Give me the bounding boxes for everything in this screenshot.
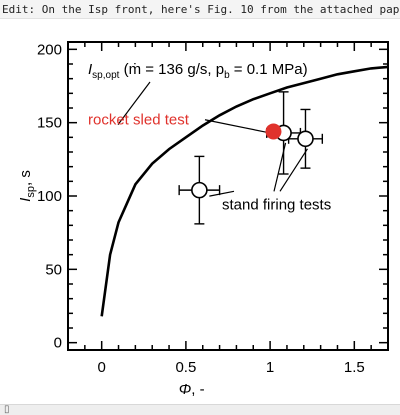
stand-firing-marker (297, 130, 314, 148)
x-tick-label: 0 (98, 359, 106, 376)
y-axis-label: Isp, s (17, 170, 37, 202)
rocket-sled-arrow (204, 119, 268, 134)
x-tick-label: 1.5 (344, 359, 365, 376)
stand-firing-arrow (279, 148, 308, 192)
y-tick-label: 0 (54, 335, 62, 352)
curve-label-leader (117, 81, 151, 126)
x-tick-label: 0.5 (175, 359, 196, 376)
bottom-edge (0, 404, 400, 415)
scroll-indicator-icon: ▯ (4, 404, 10, 415)
x-axis-label: Φ, - (179, 381, 205, 398)
stand-firing-label: stand firing tests (222, 196, 331, 213)
rocket-sled-marker (265, 123, 282, 140)
stand-firing-arrow (273, 142, 287, 192)
isp-opt-curve (100, 65, 389, 317)
stand-firing-marker (191, 181, 208, 199)
post-text-strip: Edit: On the Isp front, here's Fig. 10 f… (0, 0, 400, 19)
y-tick-label: 150 (37, 115, 62, 132)
y-tick-label: 50 (45, 261, 62, 278)
x-tick-label: 1 (266, 359, 274, 376)
y-tick-label: 200 (37, 41, 62, 58)
curve-label: Isp,opt (ṁ = 136 g/s, pb = 0.1 MPa) (88, 61, 308, 81)
rocket-sled-label: rocket sled test (88, 112, 190, 129)
y-tick-label: 100 (37, 188, 62, 205)
chart: 0 0.5 1 1.5 0 50 100 150 200 Φ, - Isp, s Isp,opt (ṁ… (17, 41, 389, 398)
stand-firing-arrow (209, 190, 235, 197)
post-text: Edit: On the Isp front, here's Fig. 10 f… (2, 3, 400, 16)
